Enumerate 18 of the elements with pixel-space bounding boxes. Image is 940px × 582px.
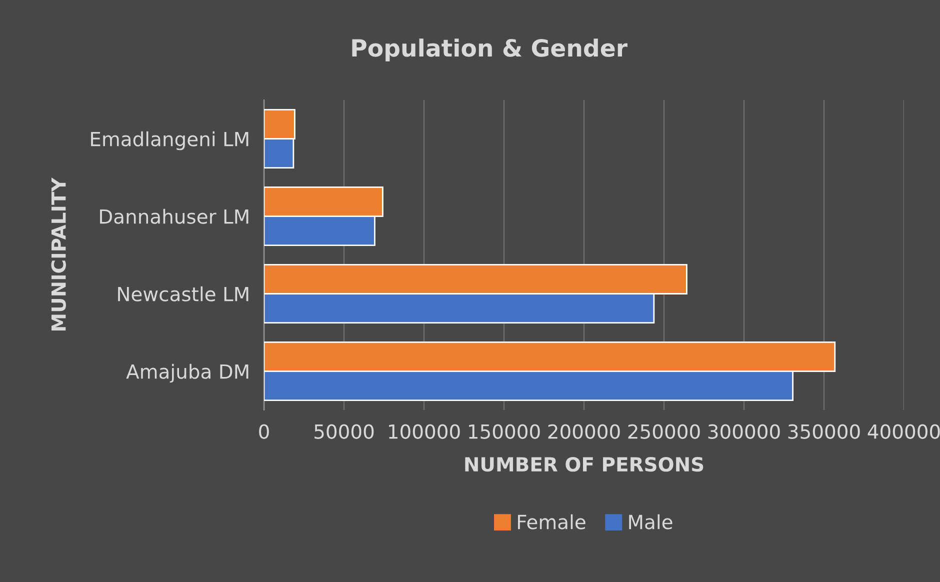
x-tick-label: 400000 [868,424,940,439]
y-tick-label: Amajuba DM [126,364,248,383]
x-tick-label: 200000 [548,424,620,439]
x-tick-label: 300000 [708,424,780,439]
y-tick-label: Dannahuser LM [100,208,248,224]
legend-label: Male [629,514,672,530]
x-tick-label: 50000 [314,424,374,439]
x-tick-label: 250000 [628,424,700,439]
y-axis-title: MUNICIPALITY [51,177,66,331]
chart-title: Population & Gender [352,38,628,62]
x-axis-title: NUMBER OF PERSONS [465,456,704,472]
x-tick-label: 350000 [788,424,860,439]
x-tick-label: 100000 [389,424,460,439]
x-tick-label: 0 [259,424,269,439]
y-tick-label: Newcastle LM [118,286,248,302]
y-tick-label: Emadlangeni LM [91,131,248,150]
legend-label: Female [518,514,586,530]
x-tick-label: 150000 [469,424,540,439]
